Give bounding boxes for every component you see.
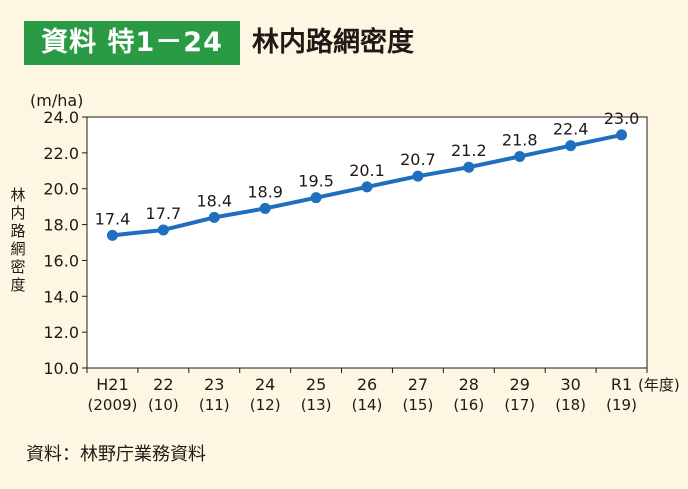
y-tick-label: 14.0 [43, 287, 79, 306]
x-tick-sublabel: (2009) [88, 396, 138, 414]
data-label: 21.2 [451, 141, 487, 160]
data-label: 20.7 [400, 150, 436, 169]
plot-area [86, 116, 648, 369]
data-point [259, 202, 271, 214]
data-label: 23.0 [604, 109, 640, 128]
data-point [310, 192, 322, 204]
data-label: 18.4 [196, 191, 232, 210]
data-point [412, 170, 424, 182]
data-point [106, 229, 118, 241]
x-tick-sublabel: (15) [403, 396, 434, 414]
x-tick-label: 24 [255, 375, 275, 394]
data-point [463, 161, 475, 173]
x-tick-label: H21 [96, 375, 128, 394]
data-label: 18.9 [247, 182, 283, 201]
y-tick-label: 18.0 [43, 216, 79, 235]
x-tick-label: 26 [357, 375, 377, 394]
data-label: 17.4 [95, 209, 131, 228]
y-axis-unit: (m/ha) [30, 91, 83, 110]
data-point [208, 211, 220, 223]
y-axis-title-char: 密 [10, 258, 25, 276]
data-label: 20.1 [349, 161, 385, 180]
data-label: 17.7 [146, 204, 182, 223]
data-point [616, 129, 628, 141]
x-tick-sublabel: (11) [199, 396, 230, 414]
x-tick-label: 28 [459, 375, 479, 394]
data-point [514, 150, 526, 162]
x-tick-label: 23 [204, 375, 224, 394]
x-tick-sublabel: (10) [148, 396, 179, 414]
data-label: 22.4 [553, 120, 589, 139]
y-tick-label: 24.0 [43, 108, 79, 127]
x-tick-label: 30 [560, 375, 580, 394]
x-axis-unit: (年度) [638, 376, 680, 394]
x-tick-sublabel: (16) [453, 396, 484, 414]
y-tick-label: 12.0 [43, 323, 79, 342]
data-series: 17.4 17.7 18.4 18.9 19.5 20.1 20.7 21.2 21.8 22.4… [95, 109, 640, 241]
y-tick-label: 16.0 [43, 251, 79, 270]
x-tick-sublabel: (19) [606, 396, 637, 414]
x-tick-label: 25 [306, 375, 326, 394]
x-tick-sublabel: (14) [352, 396, 383, 414]
y-axis-title-char: 路 [10, 222, 25, 240]
data-label: 21.8 [502, 130, 538, 149]
x-tick-label: R1 [611, 375, 632, 394]
y-axis-title: 林内路網密度 [10, 186, 25, 294]
y-tick-label: 10.0 [43, 359, 79, 378]
x-tick-label: 22 [153, 375, 173, 394]
source-note: 資料：林野庁業務資料 [26, 444, 206, 465]
y-axis-title-char: 網 [10, 240, 25, 258]
x-tick-sublabel: (17) [504, 396, 535, 414]
data-point [565, 140, 577, 152]
y-tick-label: 20.0 [43, 180, 79, 199]
data-label: 19.5 [298, 172, 334, 191]
figure-title: 林内路網密度 [252, 27, 414, 58]
y-axis-title-char: 林 [10, 186, 25, 204]
data-point [157, 224, 169, 236]
figure-number-badge: 資料 特1－24 [24, 21, 240, 65]
data-point [361, 181, 373, 193]
x-tick-label: 27 [408, 375, 428, 394]
y-axis-title-char: 度 [10, 276, 25, 294]
x-tick-sublabel: (13) [301, 396, 332, 414]
y-axis-title-char: 内 [10, 204, 25, 222]
y-tick-label: 22.0 [43, 144, 79, 163]
x-tick-label: 29 [510, 375, 530, 394]
y-axis: 10.0 12.0 14.0 16.0 18.0 20.0 22.0 24.0 [43, 108, 87, 378]
x-tick-sublabel: (12) [250, 396, 281, 414]
x-axis: H21 (2009) 22 (10) 23 (11) 24 (12) 25 (13) 26 (14) 2… [86, 368, 648, 414]
x-tick-sublabel: (18) [555, 396, 586, 414]
